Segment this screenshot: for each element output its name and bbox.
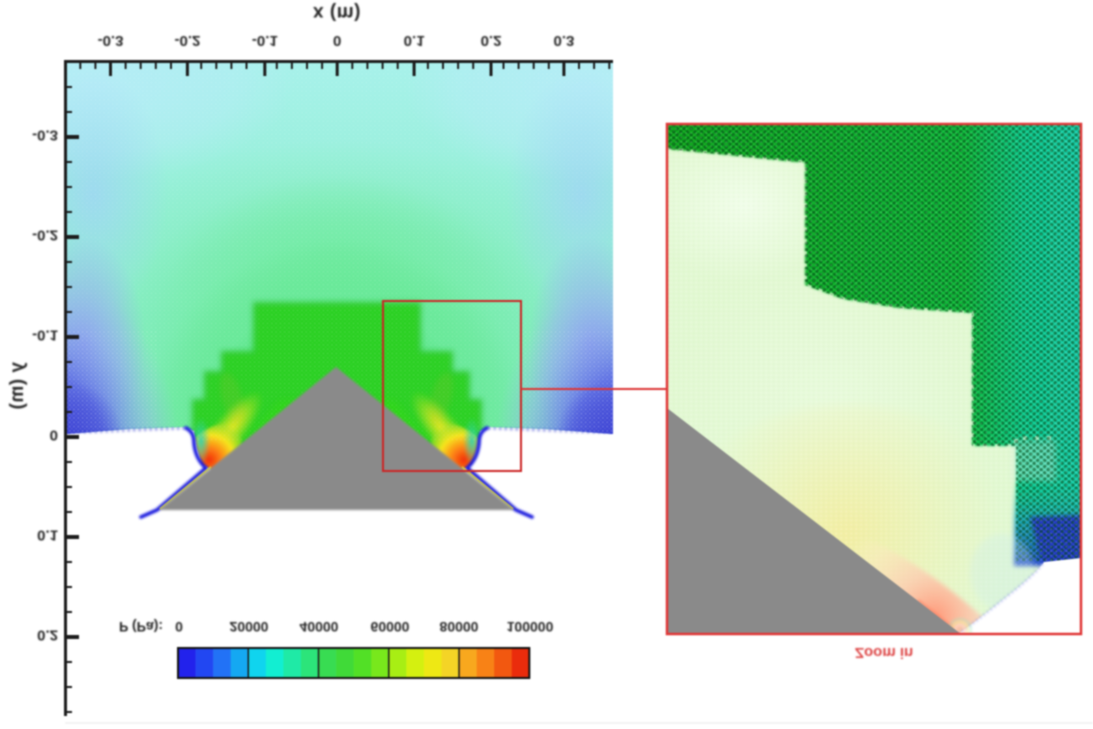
svg-text:80000: 80000 bbox=[440, 619, 479, 635]
svg-text:y (m): y (m) bbox=[7, 362, 28, 410]
svg-text:x (m): x (m) bbox=[313, 2, 361, 23]
svg-text:P (Pa):: P (Pa): bbox=[119, 619, 163, 635]
svg-text:60000: 60000 bbox=[371, 619, 410, 635]
svg-text:0: 0 bbox=[333, 32, 341, 49]
svg-text:Zoom in: Zoom in bbox=[855, 644, 913, 661]
svg-text:-0.1: -0.1 bbox=[32, 327, 58, 344]
svg-text:0.2: 0.2 bbox=[37, 627, 58, 644]
svg-text:-0.2: -0.2 bbox=[174, 32, 200, 49]
svg-text:0: 0 bbox=[175, 619, 183, 635]
svg-text:0.1: 0.1 bbox=[404, 32, 425, 49]
svg-text:0.3: 0.3 bbox=[553, 32, 574, 49]
svg-text:-0.3: -0.3 bbox=[98, 32, 124, 49]
svg-text:-0.3: -0.3 bbox=[32, 127, 58, 144]
svg-text:40000: 40000 bbox=[300, 619, 339, 635]
svg-text:-0.2: -0.2 bbox=[32, 227, 58, 244]
svg-text:0.2: 0.2 bbox=[481, 32, 502, 49]
svg-text:-0.1: -0.1 bbox=[252, 32, 278, 49]
svg-text:100000: 100000 bbox=[507, 619, 554, 635]
svg-text:0: 0 bbox=[50, 427, 58, 444]
svg-text:0.1: 0.1 bbox=[37, 527, 58, 544]
svg-text:20000: 20000 bbox=[230, 619, 269, 635]
